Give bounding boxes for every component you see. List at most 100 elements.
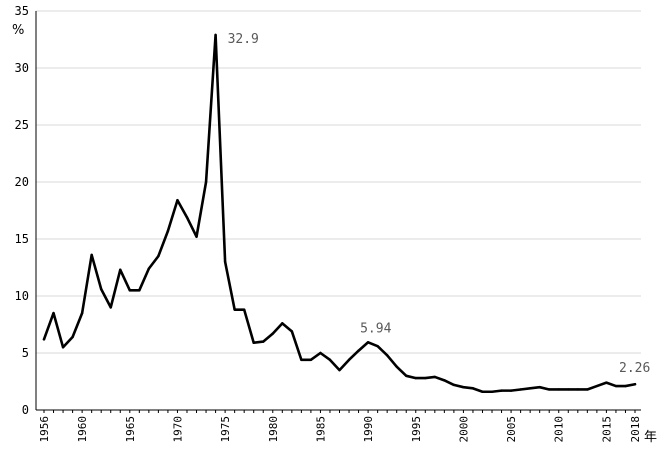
data-point (500, 389, 503, 392)
x-tick-label: 2005 (505, 416, 518, 443)
y-tick-label: 35 (15, 4, 29, 18)
x-tick-label: 1970 (171, 416, 184, 443)
data-point (300, 358, 303, 362)
data-point (328, 358, 332, 362)
y-tick-label: 0 (22, 403, 29, 417)
x-tick-label: 2010 (553, 416, 566, 443)
data-point (357, 349, 360, 352)
data-point (557, 388, 560, 391)
data-point (376, 344, 379, 348)
data-point (462, 386, 465, 389)
data-point (119, 268, 122, 271)
data-point (90, 253, 93, 257)
data-point (61, 346, 65, 349)
series-group (42, 33, 637, 394)
data-point (128, 289, 131, 292)
data-point (605, 381, 608, 384)
data-point (99, 287, 103, 291)
annotation-label: 2.26 (619, 361, 650, 376)
data-point (433, 375, 437, 379)
x-tick-label: 1990 (362, 416, 375, 443)
data-point (252, 341, 255, 344)
x-tick-label: 1975 (219, 416, 232, 443)
data-point (71, 335, 74, 339)
x-tick-label: 1960 (76, 416, 89, 443)
data-point (262, 340, 265, 343)
data-point (223, 260, 227, 263)
data-point (242, 308, 246, 311)
y-tick-label: 30 (15, 61, 29, 75)
data-point (385, 354, 389, 357)
data-point (233, 308, 236, 311)
annotations: 32.9 5.94 2.26 (228, 32, 651, 376)
y-axis-ticks: 0 5 10 15 20 25 30 35 (15, 4, 29, 417)
data-point (204, 180, 208, 184)
data-point (414, 376, 417, 380)
annotation-label: 32.9 (228, 32, 259, 47)
annotation-label: 5.94 (360, 321, 391, 336)
y-axis-unit-label: % (12, 23, 24, 38)
data-point (157, 254, 160, 258)
data-point (138, 289, 141, 292)
data-point (176, 199, 179, 202)
axes (35, 11, 641, 413)
data-point (471, 387, 475, 390)
data-point (309, 358, 313, 362)
data-point (509, 389, 513, 392)
data-point (576, 388, 580, 391)
data-point (528, 387, 532, 390)
data-point (271, 332, 274, 335)
data-point (567, 388, 570, 391)
data-point (538, 386, 541, 389)
y-tick-label: 10 (15, 289, 29, 303)
data-point (319, 351, 322, 355)
data-point (443, 379, 446, 382)
data-point (481, 390, 484, 393)
data-point (424, 376, 427, 380)
x-tick-label: 2018 (629, 416, 642, 443)
data-point (109, 306, 112, 309)
x-tick-label: 1956 (38, 416, 51, 443)
data-point (405, 374, 408, 377)
data-point (338, 368, 341, 372)
y-tick-label: 20 (15, 175, 29, 189)
data-point (80, 311, 84, 315)
y-tick-label: 15 (15, 232, 29, 246)
data-point (214, 33, 217, 37)
data-point (366, 341, 370, 344)
data-point (624, 384, 627, 388)
data-point (614, 384, 618, 388)
y-tick-label: 25 (15, 118, 29, 132)
data-point (290, 330, 294, 333)
data-point (195, 235, 198, 238)
data-points (42, 33, 637, 393)
data-point (490, 390, 494, 393)
data-point (166, 229, 170, 233)
data-point (42, 338, 46, 341)
x-axis-unit-label: 年 (644, 430, 657, 445)
data-point (52, 311, 55, 315)
x-tick-label: 1985 (314, 416, 327, 443)
data-point (347, 358, 351, 362)
x-tick-label: 1980 (267, 416, 280, 443)
x-tick-label: 2000 (457, 416, 470, 443)
x-axis-ticks: 1956 1960 1965 1970 1975 1980 1985 1990 1995 2000… (38, 416, 642, 443)
data-point (519, 388, 522, 391)
data-point (452, 383, 456, 387)
data-point (586, 388, 589, 391)
data-point (281, 322, 284, 325)
y-tick-label: 5 (22, 346, 29, 360)
data-point (595, 384, 599, 388)
series-line (42, 33, 637, 394)
x-tick-label: 2015 (600, 416, 613, 443)
data-point (185, 216, 189, 219)
data-point (147, 267, 151, 270)
data-point (548, 388, 551, 391)
grid (36, 10, 641, 354)
x-tick-label: 1995 (410, 416, 423, 443)
x-tick-label: 1965 (124, 416, 137, 443)
data-point (633, 383, 637, 386)
data-point (395, 365, 398, 368)
